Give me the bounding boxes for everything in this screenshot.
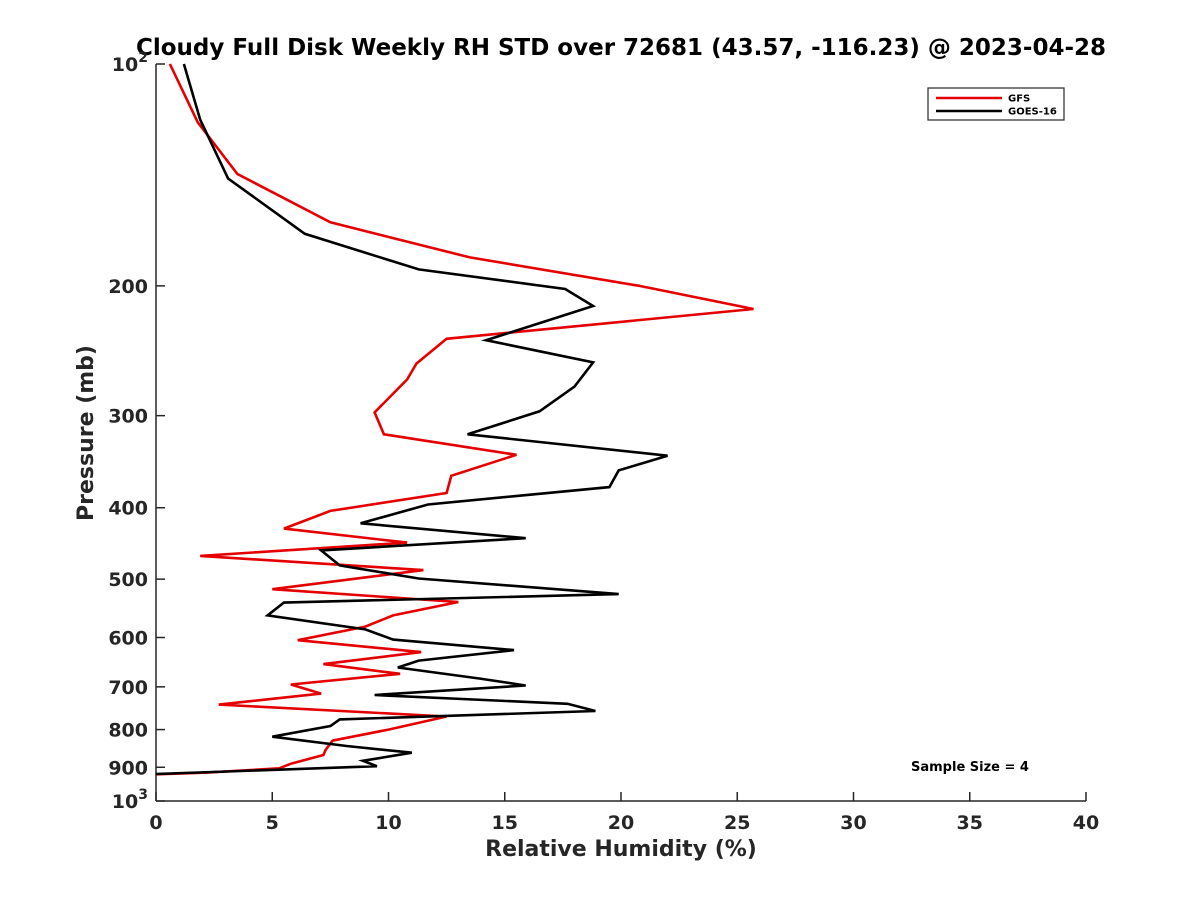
y-tick-label: 103 xyxy=(112,787,148,813)
x-tick-label: 25 xyxy=(724,812,750,834)
x-tick-label: 35 xyxy=(957,812,983,834)
y-tick-label: 700 xyxy=(108,677,148,699)
legend-label-gfs: GFS xyxy=(1008,94,1030,105)
x-tick-label: 20 xyxy=(608,812,634,834)
sample-size-annotation: Sample Size = 4 xyxy=(911,760,1029,775)
legend-label-goes16: GOES-16 xyxy=(1008,107,1057,118)
y-axis-label: Pressure (mb) xyxy=(74,345,99,521)
y-tick-label: 500 xyxy=(108,569,148,591)
chart-title: Cloudy Full Disk Weekly RH STD over 7268… xyxy=(136,35,1106,61)
y-tick-label: 102 xyxy=(112,50,148,76)
legend-box xyxy=(927,87,1065,121)
series-line-gfs xyxy=(155,63,754,776)
x-tick-label: 40 xyxy=(1073,812,1099,834)
y-tick-label: 900 xyxy=(108,757,148,779)
x-tick-label: 0 xyxy=(149,812,162,834)
x-tick-label: 30 xyxy=(840,812,866,834)
series-layer xyxy=(155,63,754,776)
legend: GFS GOES-16 xyxy=(927,87,1065,121)
y-tick-label: 400 xyxy=(108,498,148,520)
y-tick-label: 600 xyxy=(108,627,148,649)
y-tick-label: 300 xyxy=(108,406,148,428)
y-tick-label: 800 xyxy=(108,720,148,742)
series-line-goes16 xyxy=(155,63,668,776)
x-tick-label: 15 xyxy=(492,812,518,834)
x-tick-label: 10 xyxy=(375,812,401,834)
x-axis-ticks: 0 5 10 15 20 25 30 35 40 xyxy=(149,792,1099,834)
x-tick-label: 5 xyxy=(266,812,279,834)
x-axis-label: Relative Humidity (%) xyxy=(485,837,757,862)
y-axis-ticks: 102 200 300 400 500 600 700 800 900 103 xyxy=(108,50,165,813)
y-tick-label: 200 xyxy=(108,276,148,298)
